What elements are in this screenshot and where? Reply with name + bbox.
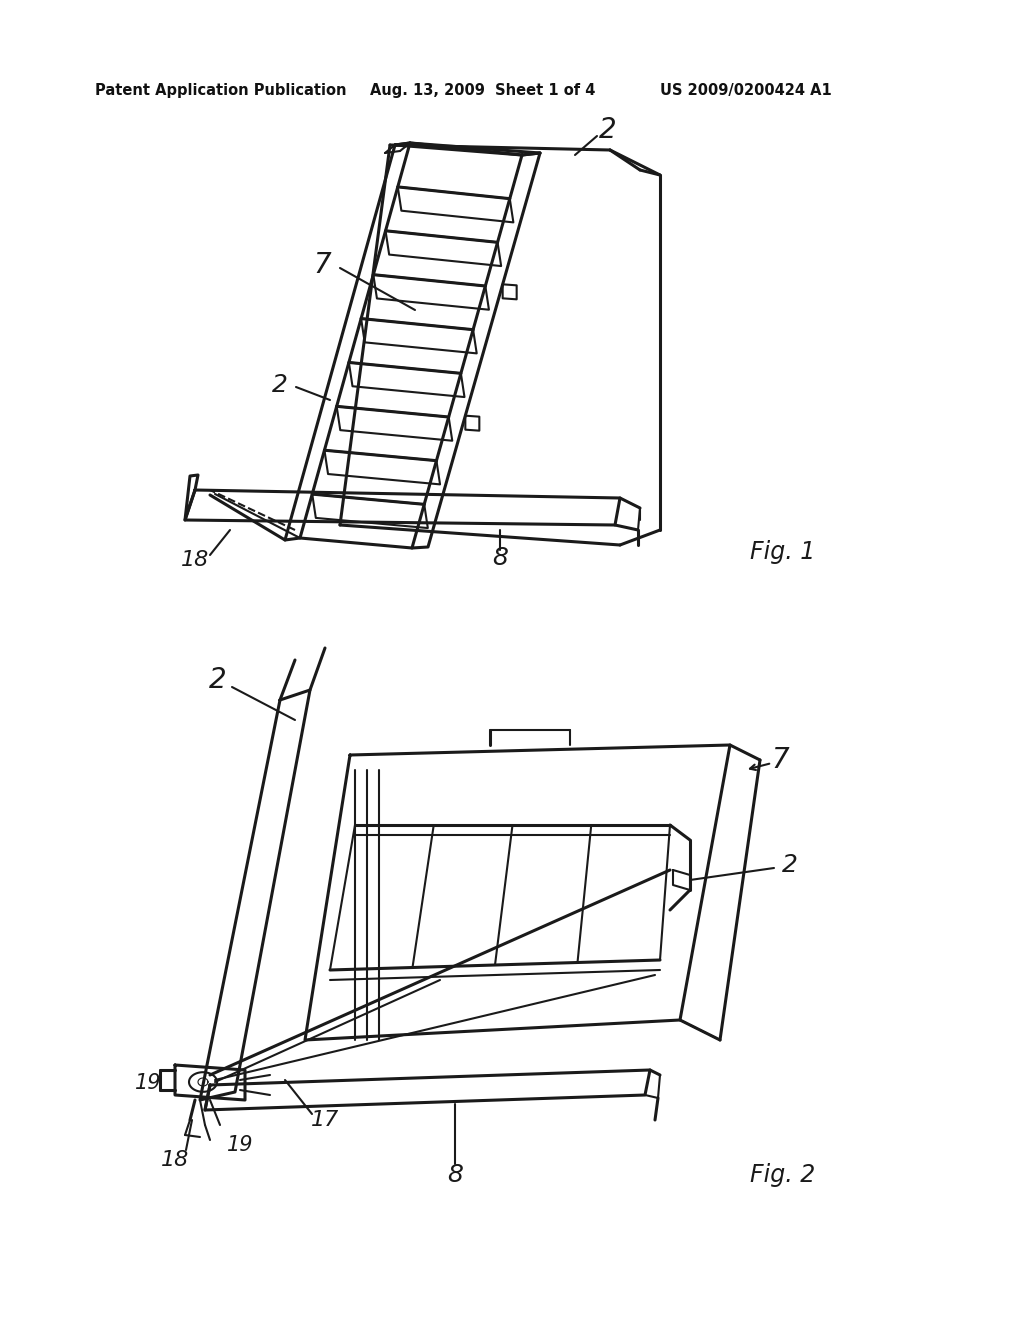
Text: 2: 2 — [272, 374, 288, 397]
Text: 7: 7 — [313, 251, 331, 279]
Text: 19: 19 — [226, 1135, 253, 1155]
Text: Patent Application Publication: Patent Application Publication — [95, 82, 346, 98]
Text: Fig. 2: Fig. 2 — [750, 1163, 815, 1187]
Text: 7: 7 — [771, 746, 788, 774]
Text: 8: 8 — [447, 1163, 463, 1187]
Text: 18: 18 — [161, 1150, 189, 1170]
Text: Aug. 13, 2009  Sheet 1 of 4: Aug. 13, 2009 Sheet 1 of 4 — [370, 82, 595, 98]
Text: US 2009/0200424 A1: US 2009/0200424 A1 — [660, 82, 831, 98]
Text: Fig. 1: Fig. 1 — [750, 540, 815, 564]
Text: 2: 2 — [209, 667, 226, 694]
Text: 19: 19 — [135, 1073, 161, 1093]
Text: 17: 17 — [311, 1110, 339, 1130]
Text: 18: 18 — [181, 550, 209, 570]
Text: 2: 2 — [782, 853, 798, 876]
Text: 2: 2 — [599, 116, 616, 144]
Text: 8: 8 — [493, 546, 508, 570]
